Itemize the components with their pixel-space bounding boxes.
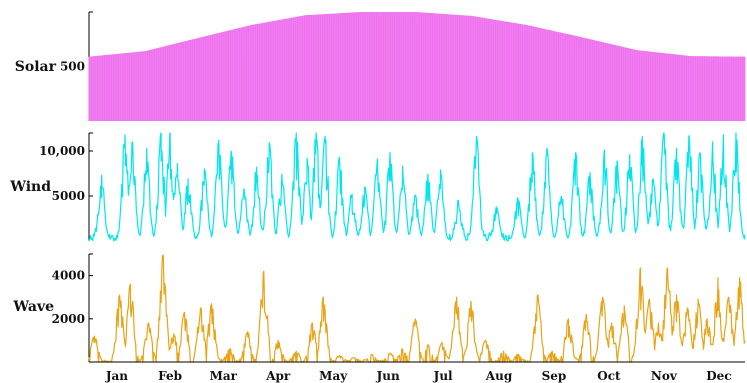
wave-panel: 2000 4000 Wave [12, 253, 746, 363]
wind-panel: 5000 10,000 Wind [9, 132, 746, 242]
wind-label: Wind [9, 179, 51, 195]
x-tick-label-oct: Oct [597, 369, 621, 383]
x-tick-label-feb: Feb [158, 369, 182, 383]
x-tick-label-nov: Nov [651, 369, 678, 383]
wind-y-tick-label: 5000 [52, 189, 85, 203]
x-tick-label-jan: Jan [105, 369, 128, 383]
x-tick-label-jul: Jul [433, 369, 453, 383]
wave-y-tick-label: 4000 [52, 269, 85, 283]
x-tick-label-mar: Mar [210, 369, 238, 383]
x-tick-label-apr: Apr [265, 369, 291, 383]
x-tick-label-dec: Dec [706, 369, 731, 383]
x-tick-label-aug: Aug [485, 369, 513, 383]
solar-daily-lines [88, 12, 746, 121]
solar-y-tick-label: 500 [60, 60, 85, 74]
x-tick-label-may: May [319, 369, 348, 383]
x-tick-label-sep: Sep [542, 369, 567, 383]
x-axis: Jan Feb Mar Apr May Jun Jul Aug Sep Oct Nov Dec [89, 361, 745, 383]
wind-series-line [88, 132, 746, 242]
wind-y-tick-label: 10,000 [39, 144, 85, 158]
solar-label: Solar [15, 59, 57, 75]
wave-y-tick-label: 2000 [52, 312, 85, 326]
x-tick-label-jun: Jun [376, 369, 400, 383]
wave-label: Wave [12, 299, 54, 315]
wave-series-line [88, 254, 746, 363]
